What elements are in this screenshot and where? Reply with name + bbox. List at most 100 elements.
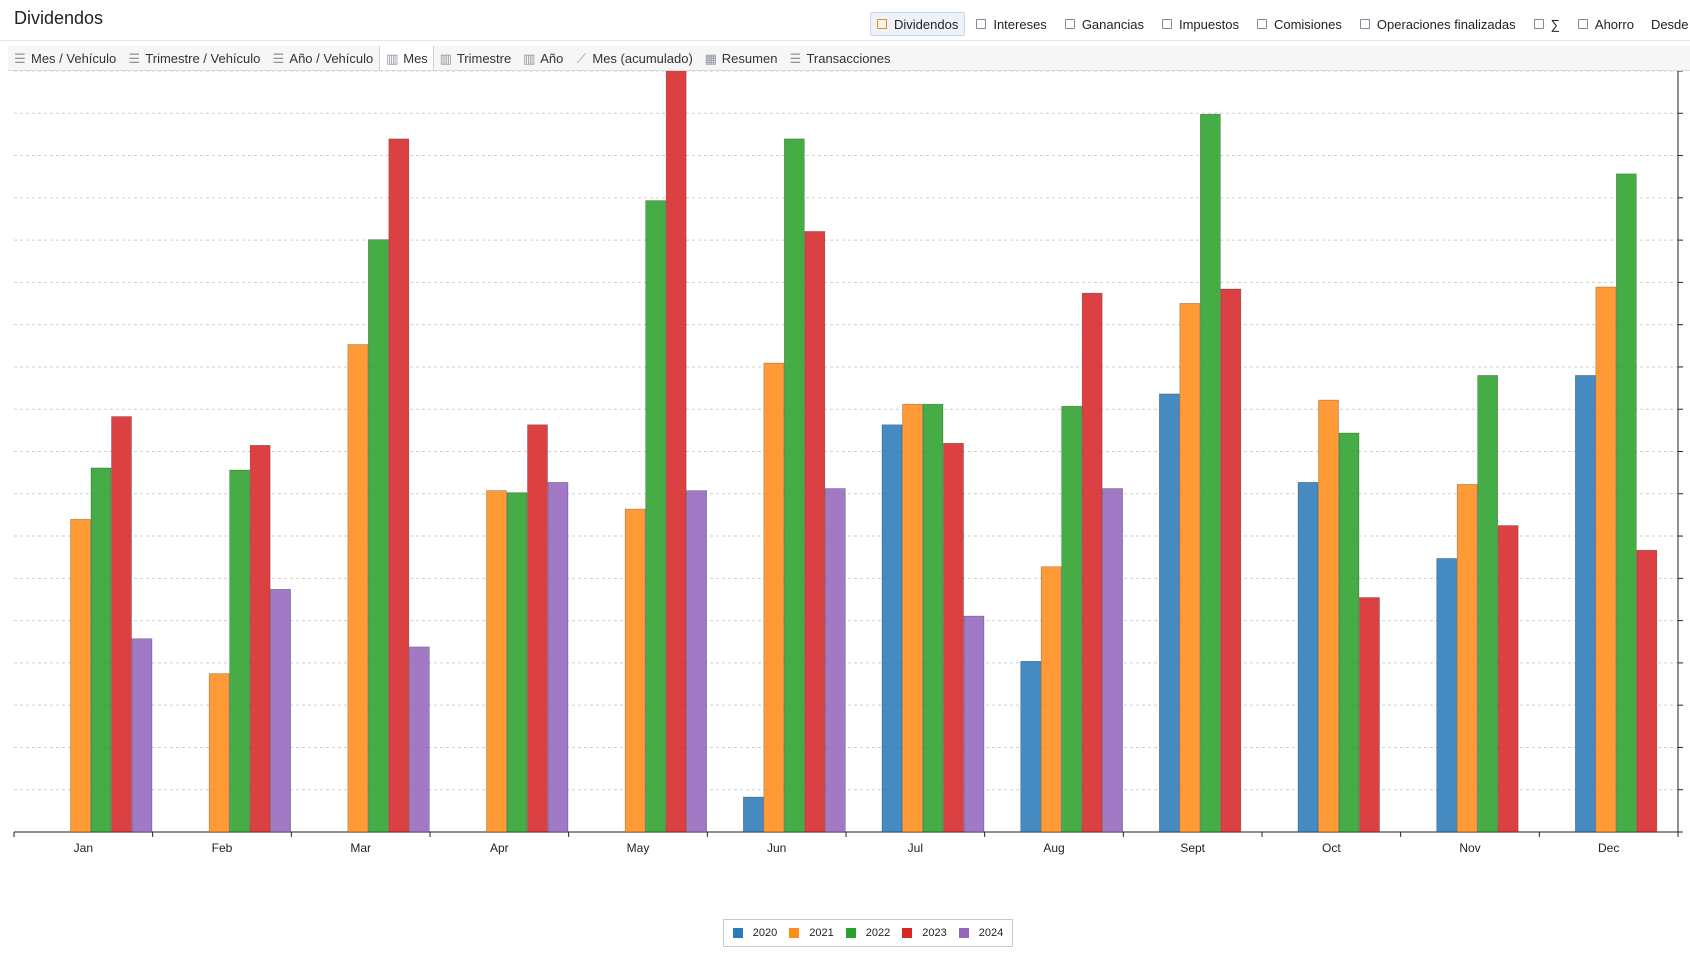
bar-2021-Feb[interactable] [208, 673, 230, 833]
bar-2023-Jan[interactable] [111, 416, 132, 833]
filter-label: Impuestos [1178, 16, 1239, 32]
bar-2024-Aug[interactable] [1102, 488, 1123, 833]
checkbox-icon[interactable] [1161, 19, 1172, 29]
bar-2021-May[interactable] [624, 508, 646, 833]
bar-2020-Oct[interactable] [1297, 482, 1319, 833]
filter-sum[interactable]: ∑ [1527, 12, 1567, 36]
x-tick-label: Oct [1322, 841, 1341, 855]
bar-2022-Dec[interactable] [1616, 173, 1637, 833]
x-tick-label: Nov [1459, 841, 1480, 855]
x-tick-label: Aug [1043, 841, 1064, 855]
bar-chart-icon: ▥ [386, 50, 399, 66]
bar-2023-Oct[interactable] [1359, 597, 1380, 833]
line-chart-icon: ⟋ [576, 50, 586, 66]
bar-2020-Jul[interactable] [881, 424, 903, 833]
bar-chart-icon: ▥ [439, 50, 452, 66]
since-dropdown[interactable]: Desde 2020 ▼ [1645, 13, 1690, 35]
x-tick-label: Jun [767, 841, 786, 855]
bar-2020-Dec[interactable] [1575, 375, 1596, 833]
legend-swatch [789, 928, 800, 938]
bar-chart: Jan Feb Mar Apr May Jun Jul Aug Sept Oct Nov Dec [13, 71, 1683, 855]
list-icon: ☰ [789, 50, 802, 66]
bar-2023-Aug[interactable] [1081, 292, 1103, 833]
bar-2024-Apr[interactable] [547, 482, 569, 833]
tab-resumen[interactable]: ▦ Resumen [699, 46, 784, 70]
bar-2023-May[interactable] [665, 71, 687, 833]
x-tick-label: Feb [212, 841, 233, 855]
bar-2021-Mar[interactable] [347, 344, 369, 833]
bar-2020-Sept[interactable] [1159, 393, 1180, 833]
bar-2023-Feb[interactable] [249, 445, 271, 833]
tab-ano[interactable]: ▥ Año [517, 46, 569, 70]
checkbox-icon[interactable] [1533, 19, 1544, 29]
tab-label: Mes [403, 50, 428, 66]
bar-2021-Aug[interactable] [1040, 566, 1062, 833]
bar-2023-Apr[interactable] [527, 424, 548, 833]
bar-2020-Aug[interactable] [1020, 660, 1041, 833]
tab-transacciones[interactable]: ☰ Transacciones [783, 46, 896, 70]
bar-2020-Nov[interactable] [1436, 558, 1457, 833]
tab-trimestre-vehiculo[interactable]: ☰ Trimestre / Vehículo [122, 46, 266, 70]
bar-2023-Jul[interactable] [943, 442, 964, 833]
bar-2022-Oct[interactable] [1338, 432, 1360, 833]
filter-ganancias[interactable]: Ganancias [1058, 12, 1151, 36]
bar-2023-Nov[interactable] [1497, 525, 1519, 833]
checkbox-icon[interactable] [1256, 19, 1267, 29]
tab-mes-vehiculo[interactable]: ☰ Mes / Vehículo [8, 46, 122, 70]
filter-ahorro[interactable]: Ahorro [1571, 12, 1641, 36]
bar-2024-Jul[interactable] [963, 615, 985, 833]
checkbox-icon[interactable] [877, 19, 887, 29]
bar-2022-Feb[interactable] [229, 469, 250, 833]
bar-2022-Jan[interactable] [90, 467, 112, 833]
tab-label: Transacciones [806, 50, 891, 66]
bar-2024-Mar[interactable] [409, 646, 430, 833]
filter-toolbar: Dividendos Intereses Ganancias Impuestos… [870, 12, 1690, 36]
bar-2022-Nov[interactable] [1477, 375, 1498, 833]
bar-2022-Jun[interactable] [784, 138, 805, 833]
bar-2022-Mar[interactable] [368, 239, 389, 833]
filter-comisiones[interactable]: Comisiones [1250, 12, 1349, 36]
bar-2021-Dec[interactable] [1595, 286, 1617, 833]
legend-item-2021: 2021 [789, 927, 834, 939]
bar-2021-Nov[interactable] [1456, 484, 1478, 833]
bar-2022-Sept[interactable] [1200, 113, 1221, 833]
legend-label: 2023 [922, 927, 947, 939]
bar-2021-Apr[interactable] [486, 490, 507, 833]
legend-label: 2021 [809, 927, 834, 939]
bar-2020-Jun[interactable] [743, 796, 764, 833]
bar-2021-Sept[interactable] [1179, 303, 1201, 833]
filter-impuestos[interactable]: Impuestos [1155, 12, 1246, 36]
checkbox-icon[interactable] [976, 19, 987, 29]
legend-item-2023: 2023 [902, 927, 947, 939]
bar-2023-Dec[interactable] [1636, 549, 1658, 833]
bar-2023-Mar[interactable] [388, 138, 410, 833]
x-tick-label: Jan [74, 841, 93, 855]
bar-2021-Jun[interactable] [763, 362, 785, 833]
checkbox-icon[interactable] [1064, 19, 1075, 29]
filter-dividendos[interactable]: Dividendos [870, 12, 966, 36]
checkbox-icon[interactable] [1577, 19, 1588, 29]
checkbox-icon[interactable] [1359, 19, 1370, 29]
tab-ano-vehiculo[interactable]: ☰ Año / Vehículo [266, 46, 379, 70]
bar-2024-Jan[interactable] [131, 638, 153, 833]
tab-mes-acumulado[interactable]: ⟋ Mes (acumulado) [569, 46, 698, 70]
bar-2021-Oct[interactable] [1318, 399, 1339, 833]
bar-2024-Jun[interactable] [825, 488, 846, 833]
filter-intereses[interactable]: Intereses [969, 12, 1053, 36]
bar-2021-Jul[interactable] [902, 403, 923, 833]
bar-2022-Apr[interactable] [506, 492, 528, 833]
filter-operaciones-finalizadas[interactable]: Operaciones finalizadas [1353, 12, 1523, 36]
bar-2022-May[interactable] [645, 200, 666, 833]
tab-label: Trimestre / Vehículo [145, 50, 261, 66]
bar-2021-Jan[interactable] [70, 519, 91, 833]
list-icon: ☰ [272, 50, 285, 66]
filter-label: ∑ [1550, 16, 1560, 32]
bar-2023-Jun[interactable] [804, 231, 826, 833]
bar-2024-May[interactable] [686, 490, 707, 833]
tab-mes[interactable]: ▥ Mes [379, 46, 434, 70]
bar-2023-Sept[interactable] [1220, 288, 1242, 833]
tab-trimestre[interactable]: ▥ Trimestre [434, 46, 517, 70]
bar-2022-Jul[interactable] [922, 403, 944, 833]
bar-2022-Aug[interactable] [1061, 405, 1082, 833]
bar-2024-Feb[interactable] [270, 589, 291, 833]
